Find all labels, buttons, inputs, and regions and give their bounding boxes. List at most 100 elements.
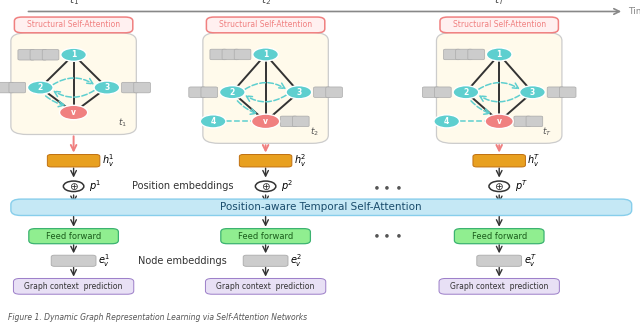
Circle shape xyxy=(434,115,460,128)
Text: $e_v^1$: $e_v^1$ xyxy=(98,252,110,269)
FancyBboxPatch shape xyxy=(47,154,100,167)
Text: v: v xyxy=(263,117,268,126)
Text: $e_v^T$: $e_v^T$ xyxy=(524,252,536,269)
Text: $\oplus$: $\oplus$ xyxy=(494,181,504,192)
Text: Feed forward: Feed forward xyxy=(472,232,527,241)
FancyBboxPatch shape xyxy=(189,87,205,97)
Circle shape xyxy=(60,105,88,120)
Text: 2: 2 xyxy=(230,88,235,97)
Text: $\oplus$: $\oplus$ xyxy=(260,181,271,192)
Circle shape xyxy=(255,181,276,192)
Text: Structural Self-Attention: Structural Self-Attention xyxy=(452,20,546,30)
Text: Feed forward: Feed forward xyxy=(238,232,293,241)
FancyBboxPatch shape xyxy=(456,49,472,60)
FancyBboxPatch shape xyxy=(13,278,134,294)
FancyBboxPatch shape xyxy=(9,82,26,93)
Circle shape xyxy=(61,48,86,61)
FancyBboxPatch shape xyxy=(439,278,559,294)
Text: $t_2$: $t_2$ xyxy=(310,125,319,138)
FancyBboxPatch shape xyxy=(134,82,150,93)
FancyBboxPatch shape xyxy=(205,278,326,294)
Text: Graph context  prediction: Graph context prediction xyxy=(216,282,315,291)
Circle shape xyxy=(520,86,545,99)
Text: Figure 1. Dynamic Graph Representation Learning via Self-Attention Networks: Figure 1. Dynamic Graph Representation L… xyxy=(8,313,307,322)
FancyBboxPatch shape xyxy=(243,255,288,266)
Text: 3: 3 xyxy=(296,88,301,97)
Circle shape xyxy=(286,86,312,99)
Text: Graph context  prediction: Graph context prediction xyxy=(24,282,123,291)
Text: $t_1$: $t_1$ xyxy=(118,116,127,129)
FancyBboxPatch shape xyxy=(11,33,136,134)
Circle shape xyxy=(220,86,245,99)
FancyBboxPatch shape xyxy=(468,49,484,60)
Text: 3: 3 xyxy=(104,83,109,92)
FancyBboxPatch shape xyxy=(239,154,292,167)
Text: 4: 4 xyxy=(211,117,216,126)
FancyBboxPatch shape xyxy=(422,87,439,97)
Circle shape xyxy=(63,181,84,192)
FancyBboxPatch shape xyxy=(559,87,576,97)
Text: 1: 1 xyxy=(497,50,502,59)
FancyBboxPatch shape xyxy=(314,87,330,97)
Text: 2: 2 xyxy=(463,88,468,97)
Text: Position-aware Temporal Self-Attention: Position-aware Temporal Self-Attention xyxy=(220,202,422,212)
FancyBboxPatch shape xyxy=(210,49,227,60)
Text: $\bullet\bullet\bullet$: $\bullet\bullet\bullet$ xyxy=(372,180,403,193)
Text: 4: 4 xyxy=(444,117,449,126)
Circle shape xyxy=(28,81,53,94)
Circle shape xyxy=(485,114,513,129)
Text: Timeline: Timeline xyxy=(628,7,640,16)
FancyBboxPatch shape xyxy=(477,255,522,266)
Text: $h_v^1$: $h_v^1$ xyxy=(102,152,115,169)
Circle shape xyxy=(253,48,278,61)
FancyBboxPatch shape xyxy=(326,87,342,97)
Text: v: v xyxy=(71,108,76,117)
Text: $t_T$: $t_T$ xyxy=(543,125,552,138)
FancyBboxPatch shape xyxy=(18,50,35,60)
FancyBboxPatch shape xyxy=(436,32,562,143)
Text: $p^2$: $p^2$ xyxy=(281,178,293,194)
Text: 3: 3 xyxy=(530,88,535,97)
FancyBboxPatch shape xyxy=(221,229,310,244)
Text: $h_v^2$: $h_v^2$ xyxy=(294,152,307,169)
FancyBboxPatch shape xyxy=(122,82,138,93)
FancyBboxPatch shape xyxy=(440,17,559,33)
Text: $\bullet\bullet\bullet$: $\bullet\bullet\bullet$ xyxy=(372,228,403,241)
Text: $\oplus$: $\oplus$ xyxy=(68,181,79,192)
FancyBboxPatch shape xyxy=(547,87,564,97)
FancyBboxPatch shape xyxy=(444,49,460,60)
Text: 1: 1 xyxy=(71,50,76,59)
Text: $t_1$: $t_1$ xyxy=(68,0,79,7)
FancyBboxPatch shape xyxy=(526,116,543,127)
FancyBboxPatch shape xyxy=(51,255,96,266)
Text: 1: 1 xyxy=(263,50,268,59)
FancyBboxPatch shape xyxy=(42,50,59,60)
FancyBboxPatch shape xyxy=(234,49,251,60)
Text: $h_v^T$: $h_v^T$ xyxy=(527,152,541,169)
FancyBboxPatch shape xyxy=(222,49,239,60)
FancyBboxPatch shape xyxy=(435,87,451,97)
Text: $t_2$: $t_2$ xyxy=(260,0,271,7)
Text: $e_v^2$: $e_v^2$ xyxy=(290,252,302,269)
Text: Structural Self-Attention: Structural Self-Attention xyxy=(219,20,312,30)
Text: Structural Self-Attention: Structural Self-Attention xyxy=(27,20,120,30)
Text: $p^1$: $p^1$ xyxy=(89,178,101,194)
FancyBboxPatch shape xyxy=(454,229,544,244)
Text: Feed forward: Feed forward xyxy=(46,232,101,241)
FancyBboxPatch shape xyxy=(0,82,13,93)
Text: v: v xyxy=(497,117,502,126)
FancyBboxPatch shape xyxy=(203,32,328,143)
FancyBboxPatch shape xyxy=(15,17,133,33)
Text: Graph context  prediction: Graph context prediction xyxy=(450,282,548,291)
FancyBboxPatch shape xyxy=(201,87,218,97)
Circle shape xyxy=(489,181,509,192)
FancyBboxPatch shape xyxy=(292,116,309,127)
Text: $t_T$: $t_T$ xyxy=(493,0,505,7)
Circle shape xyxy=(200,115,226,128)
Text: 2: 2 xyxy=(38,83,43,92)
Text: $p^T$: $p^T$ xyxy=(515,178,528,194)
FancyBboxPatch shape xyxy=(206,17,325,33)
FancyBboxPatch shape xyxy=(29,229,118,244)
FancyBboxPatch shape xyxy=(30,50,47,60)
FancyBboxPatch shape xyxy=(11,199,632,215)
